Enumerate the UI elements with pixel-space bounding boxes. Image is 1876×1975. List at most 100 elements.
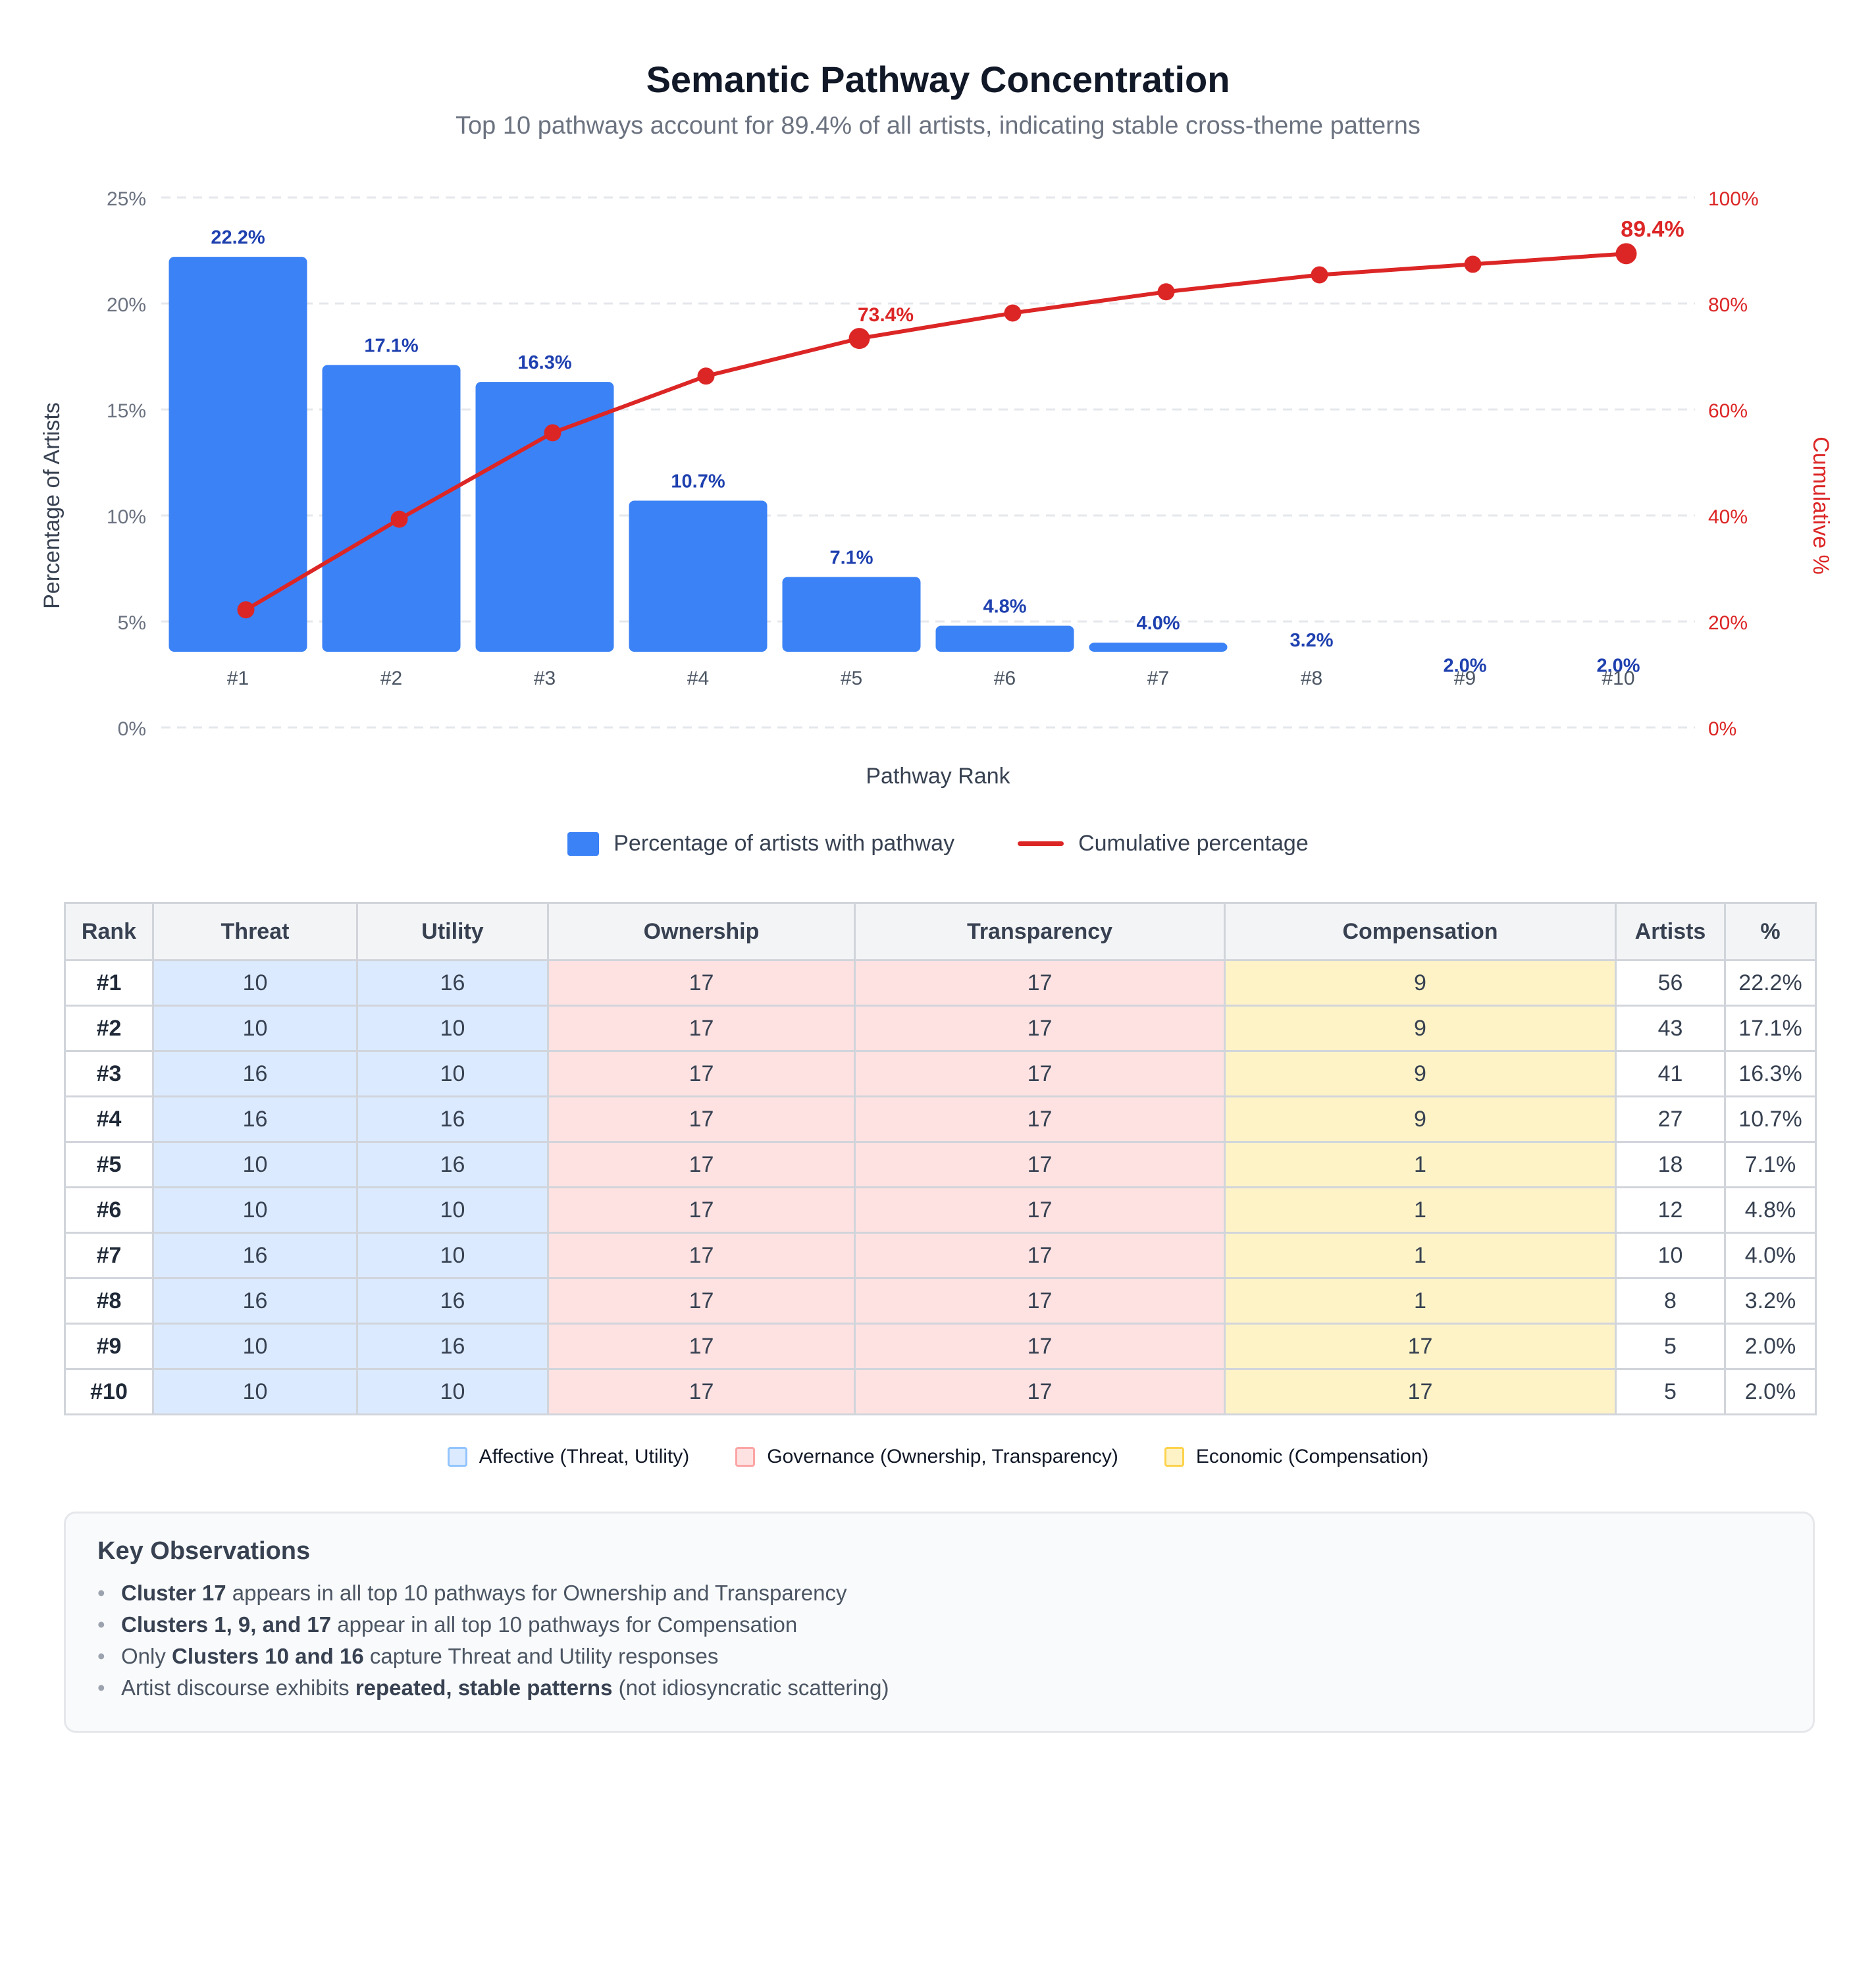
chart-title: Semantic Pathway Concentration [646, 59, 1230, 100]
table-cell: #2 [64, 1005, 154, 1052]
table-cell: 1 [1224, 1186, 1617, 1234]
table-cell: #3 [64, 1050, 154, 1097]
bar-value-label: 4.8% [983, 596, 1026, 617]
y-tick-label: 5% [118, 612, 146, 634]
column-header: Rank [64, 902, 154, 961]
table-cell: 10 [152, 1186, 358, 1234]
table-cell: 17 [1224, 1323, 1617, 1370]
legend-swatch-line [1018, 841, 1064, 846]
observation-item: Artist discourse exhibits repeated, stab… [97, 1672, 1781, 1704]
x-tick-label: #5 [841, 668, 862, 689]
y2-tick-label: 20% [1708, 612, 1748, 634]
table-legend-label: Affective (Threat, Utility) [479, 1446, 690, 1467]
bar-value-label: 2.0% [1443, 656, 1486, 677]
table-cell: 17.1% [1724, 1005, 1817, 1052]
observation-item: Cluster 17 appears in all top 10 pathway… [97, 1577, 1781, 1609]
table-cell: 1 [1224, 1232, 1617, 1279]
y-tick-label: 0% [118, 718, 146, 740]
table-cell: #9 [64, 1323, 154, 1370]
table-row: #9 10 16 17 17 17 5 2.0% [64, 1323, 1817, 1370]
table-legend-swatch [447, 1447, 467, 1467]
x-tick-label: #1 [227, 668, 249, 689]
column-header: Threat [152, 902, 358, 961]
table-cell: 17 [854, 1277, 1226, 1325]
table-cell: 10 [152, 1141, 358, 1188]
y2-axis-title: Cumulative % [1808, 436, 1833, 575]
table-cell: #4 [64, 1095, 154, 1143]
bar [629, 500, 768, 652]
column-header: Utility [356, 902, 549, 961]
table-cell: 9 [1224, 1050, 1617, 1097]
x-tick-label: #3 [534, 668, 556, 689]
table-cell: 5 [1615, 1368, 1726, 1415]
table-cell: 17 [547, 1232, 856, 1279]
table-cell: 17 [547, 1141, 856, 1188]
table-cell: 10 [152, 959, 358, 1007]
table-cell: 16 [152, 1277, 358, 1325]
cumulative-point [697, 367, 715, 385]
table-header-row: Rank Threat Utility Ownership Transparency Co… [64, 902, 1817, 961]
bar [475, 382, 614, 652]
column-header: % [1724, 902, 1817, 961]
x-axis-title: Pathway Rank [866, 764, 1010, 789]
legend-label-bars: Percentage of artists with pathway [613, 831, 955, 856]
table-cell: 10 [152, 1005, 358, 1052]
y2-tick-label: 60% [1708, 400, 1748, 422]
table-legend-swatch [1164, 1447, 1184, 1467]
column-header: Transparency [854, 902, 1226, 961]
table-row: #7 16 10 17 17 1 10 4.0% [64, 1232, 1817, 1279]
table-legend-item: Governance (Ownership, Transparency) [735, 1446, 1118, 1468]
table-cell: 10 [1615, 1232, 1726, 1279]
cumulative-point [544, 424, 561, 442]
table-legend-swatch [735, 1447, 756, 1467]
table-cell: 17 [854, 1323, 1226, 1370]
legend-item-bars: Percentage of artists with pathway [567, 831, 954, 856]
table-cell: 17 [854, 1141, 1226, 1188]
x-tick-label: #10 [1602, 668, 1634, 689]
table-cell: 4.0% [1724, 1232, 1817, 1279]
key-observations-panel: Key Observations Cluster 17 appears in a… [64, 1512, 1815, 1733]
x-tick-label: #4 [687, 668, 709, 689]
table-cell: 16 [356, 1141, 549, 1188]
bar-value-label: 2.0% [1596, 656, 1640, 677]
table-row: #2 10 10 17 17 9 43 17.1% [64, 1005, 1817, 1052]
table-cell: 7.1% [1724, 1141, 1817, 1188]
table-cell: 5 [1615, 1323, 1726, 1370]
bar-value-label: 17.1% [364, 335, 418, 356]
bar [935, 625, 1074, 652]
y2-tick-label: 100% [1708, 188, 1759, 210]
table-legend: Affective (Threat, Utility) Governance (O… [0, 1446, 1876, 1468]
x-tick-label: #7 [1147, 668, 1169, 689]
legend-swatch-bar [567, 831, 600, 856]
table-cell: 17 [854, 959, 1226, 1007]
table-cell: 41 [1615, 1050, 1726, 1097]
y2-tick-label: 0% [1708, 718, 1736, 740]
table-row: #5 10 16 17 17 1 18 7.1% [64, 1141, 1817, 1188]
table-cell: 4.8% [1724, 1186, 1817, 1234]
bar-value-label: 3.2% [1290, 630, 1333, 651]
y-tick-label: 10% [107, 506, 146, 528]
table-cell: 56 [1615, 959, 1726, 1007]
x-tick-label: #2 [380, 668, 402, 689]
table-cell: 17 [854, 1050, 1226, 1097]
observation-item: Clusters 1, 9, and 17 appear in all top … [97, 1609, 1781, 1641]
cumulative-point [1615, 243, 1637, 265]
legend-label-line: Cumulative percentage [1078, 831, 1309, 856]
table-cell: #6 [64, 1186, 154, 1234]
table-cell: 16 [356, 1323, 549, 1370]
table-cell: 22.2% [1724, 959, 1817, 1007]
table-cell: 10 [356, 1186, 549, 1234]
cumulative-value-label: 73.4% [858, 304, 914, 326]
table-row: #10 10 10 17 17 17 5 2.0% [64, 1368, 1817, 1415]
table-cell: 17 [547, 1050, 856, 1097]
table-cell: #8 [64, 1277, 154, 1325]
table-cell: 18 [1615, 1141, 1726, 1188]
column-header: Compensation [1224, 902, 1617, 961]
table-cell: 10 [356, 1368, 549, 1415]
table-cell: 17 [547, 1186, 856, 1234]
table-cell: 16.3% [1724, 1050, 1817, 1097]
cumulative-point [1157, 283, 1175, 301]
table-cell: 9 [1224, 1005, 1617, 1052]
table-legend-item: Economic (Compensation) [1164, 1446, 1428, 1468]
bar-value-label: 22.2% [211, 227, 265, 248]
